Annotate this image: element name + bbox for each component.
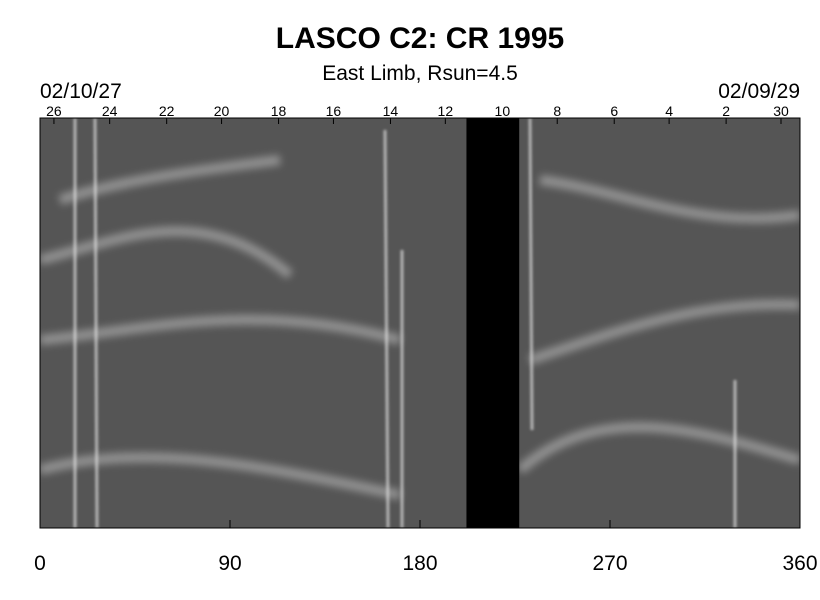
top-tick-label: 26 <box>46 103 62 119</box>
synoptic-image <box>40 118 800 528</box>
end-date: 02/09/29 <box>718 80 800 103</box>
top-tick-label: 22 <box>159 103 175 119</box>
top-tick-label: 10 <box>495 103 511 119</box>
chart-title: LASCO C2: CR 1995 <box>276 22 564 55</box>
x-tick-label: 0 <box>34 552 46 575</box>
data-gap <box>466 118 520 528</box>
top-tick-label: 14 <box>383 103 399 119</box>
top-tick-label: 12 <box>438 103 454 119</box>
x-tick-label: 360 <box>782 552 817 575</box>
x-tick-label: 270 <box>592 552 627 575</box>
top-tick-label: 8 <box>553 103 561 119</box>
x-tick-label: 90 <box>218 552 241 575</box>
top-tick-label: 2 <box>722 103 730 119</box>
top-tick-label: 6 <box>610 103 618 119</box>
x-tick-label: 180 <box>402 552 437 575</box>
top-tick-label: 20 <box>214 103 230 119</box>
top-tick-label: 4 <box>665 103 673 119</box>
chart-subtitle: East Limb, Rsun=4.5 <box>322 62 518 85</box>
start-date: 02/10/27 <box>40 80 122 103</box>
top-tick-label: 18 <box>271 103 287 119</box>
top-tick-label: 30 <box>773 103 789 119</box>
top-tick-label: 24 <box>102 103 118 119</box>
top-tick-label: 16 <box>326 103 342 119</box>
